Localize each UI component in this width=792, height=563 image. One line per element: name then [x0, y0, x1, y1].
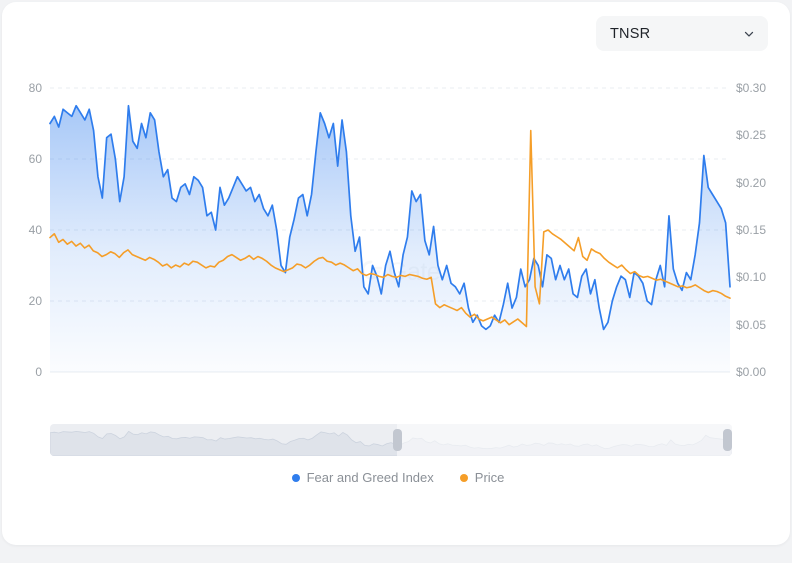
range-handle-right[interactable] — [723, 429, 732, 451]
y-axis-left-tick: 0 — [35, 365, 42, 379]
y-axis-left-tick: 20 — [28, 294, 42, 308]
legend-item-index[interactable]: Fear and Greed Index — [291, 470, 434, 485]
chevron-down-icon — [742, 27, 756, 41]
symbol-selector-value: TNSR — [610, 25, 651, 42]
y-axis-right-tick: $0.10 — [736, 270, 767, 285]
legend-label: Price — [474, 470, 505, 485]
range-slider[interactable] — [50, 424, 732, 456]
price-line — [49, 129, 731, 328]
plot-area — [49, 87, 731, 373]
range-handle-left[interactable] — [393, 429, 402, 451]
legend-color-dot — [291, 473, 300, 482]
y-axis-right-tick: $0.25 — [736, 128, 767, 143]
legend-label: Fear and Greed Index — [306, 470, 434, 485]
index-area-fill — [50, 105, 730, 372]
y-axis-left-tick: 80 — [28, 81, 42, 95]
index-line — [49, 104, 731, 331]
series-canvas — [49, 87, 731, 373]
y-axis-right-tick: $0.30 — [736, 81, 767, 95]
y-axis-right-tick: $0.00 — [736, 365, 767, 379]
y-axis-right-tick: $0.15 — [736, 223, 767, 237]
y-axis-left-tick: 60 — [28, 152, 42, 166]
y-axis-left-tick: 40 — [28, 223, 42, 237]
range-slider-window[interactable] — [397, 424, 732, 456]
y-axis-right-tick: $0.05 — [736, 317, 767, 332]
symbol-selector[interactable]: TNSR — [596, 16, 768, 51]
legend-item-price[interactable]: Price — [459, 470, 505, 485]
y-axis-right-tick: $0.20 — [736, 175, 767, 190]
chart-legend: Fear and Greed Index Price — [2, 470, 792, 485]
legend-color-dot — [459, 473, 468, 482]
